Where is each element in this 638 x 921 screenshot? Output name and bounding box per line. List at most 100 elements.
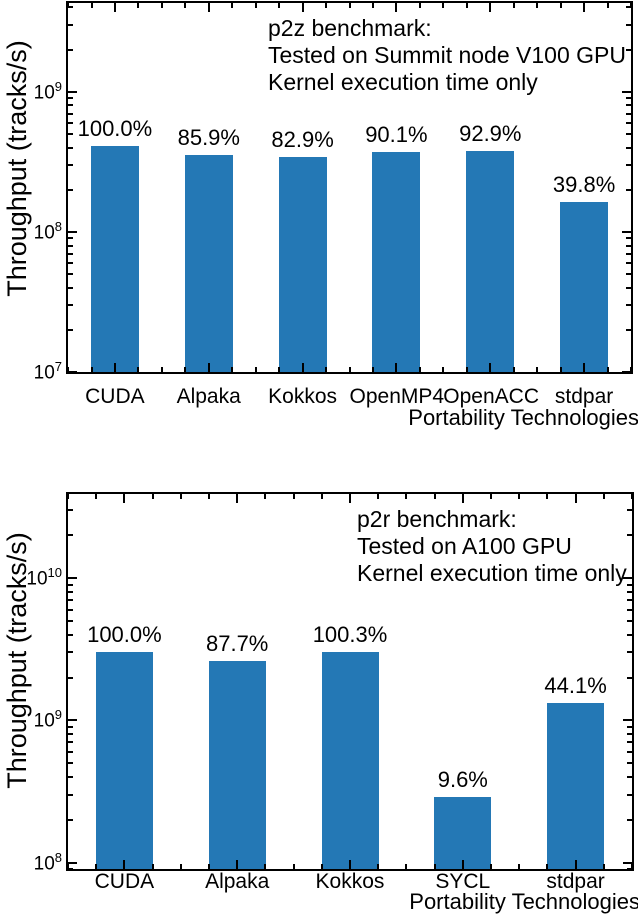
y-tick (68, 590, 73, 593)
y-tick (68, 244, 73, 247)
y-tick (626, 23, 631, 26)
x-tick (372, 367, 374, 372)
x-tick (574, 494, 577, 503)
y-tick (68, 741, 73, 744)
annotation-line: Kernel execution time only (268, 69, 538, 95)
bar-SYCL (434, 797, 492, 869)
y-tick-label: 1010 (0, 566, 62, 588)
y-tick (68, 90, 77, 93)
category-label: SYCL (435, 870, 491, 893)
x-tick (67, 367, 69, 372)
y-tick (627, 509, 632, 512)
y-axis-title-text: Throughput (tracks/s) (1, 39, 32, 297)
x-tick (184, 367, 187, 372)
y-tick-label: 109 (0, 708, 62, 730)
y-tick (627, 590, 632, 593)
y-tick (626, 132, 631, 135)
x-tick (405, 494, 408, 499)
bar-value-label: 100.0% (77, 116, 153, 141)
x-tick (465, 3, 468, 8)
y-tick-mantissa: 10 (33, 852, 55, 874)
y-tick (627, 818, 632, 821)
bar-CUDA (95, 652, 153, 869)
y-tick (626, 237, 631, 240)
x-tick (264, 494, 267, 499)
y-tick (68, 188, 73, 191)
annotation-line: Tested on A100 GPU (357, 533, 572, 559)
y-tick (68, 328, 73, 331)
x-tick (95, 864, 98, 869)
y-tick-mantissa: 10 (33, 82, 55, 104)
y-tick (627, 741, 632, 744)
x-tick (442, 3, 445, 8)
x-tick (320, 494, 323, 499)
x-tick (278, 3, 281, 8)
y-tick (68, 146, 73, 149)
x-tick-labels: CUDA Alpaka Kokkos OpenMP4 OpenACC stdpar (68, 386, 631, 410)
annotation-line: p2r benchmark: (357, 506, 517, 532)
category-label: stdpar (546, 870, 605, 893)
x-tick (489, 363, 492, 372)
y-tick (68, 599, 73, 602)
y-tick (626, 328, 631, 331)
y-tick (68, 733, 73, 736)
x-tick (395, 3, 398, 12)
y-tick (68, 262, 73, 264)
annotation-line: Kernel execution time only (357, 560, 627, 586)
x-tick (418, 367, 421, 372)
y-axis-title: Throughput (tracks/s) (0, 492, 34, 828)
y-tick (68, 237, 73, 240)
y-tick (68, 304, 73, 307)
x-tick (179, 494, 182, 499)
x-tick (349, 494, 351, 503)
x-tick (67, 494, 69, 499)
y-tick-label: 109 (0, 80, 62, 102)
x-tick (372, 3, 374, 8)
y-tick (623, 861, 632, 864)
y-tick (623, 719, 632, 722)
y-tick (627, 651, 632, 654)
y-tick (68, 252, 73, 255)
y-tick (626, 104, 631, 107)
x-axis-title: Portability Technologies (409, 889, 638, 914)
bar-Alpaka (208, 660, 266, 869)
y-tick (626, 286, 631, 289)
y-tick-label: 108 (0, 851, 62, 873)
x-tick (490, 864, 492, 869)
x-tick (489, 3, 492, 12)
y-tick (626, 188, 631, 191)
y-tick (626, 112, 631, 115)
category-label: OpenMP4 (349, 385, 445, 408)
y-tick-exponent: 9 (54, 78, 62, 94)
x-tick (113, 3, 116, 12)
x-tick (461, 860, 464, 869)
x-tick (405, 864, 408, 869)
y-tick (626, 146, 631, 149)
y-tick (68, 371, 77, 373)
y-tick-exponent: 8 (54, 218, 62, 234)
x-tick (630, 367, 632, 372)
x-tick (512, 3, 515, 8)
y-tick (622, 230, 631, 233)
bar-value-label: 85.9% (177, 125, 240, 151)
y-tick (68, 676, 73, 679)
y-tick (626, 97, 631, 100)
x-tick (320, 864, 323, 869)
x-tick (67, 3, 69, 8)
y-tick (68, 534, 73, 537)
p2r-benchmark-chart: Throughput (tracks/s) p2r benchmark: Tes… (0, 470, 638, 921)
category-label: Kokkos (268, 385, 338, 408)
y-tick (622, 90, 631, 93)
x-tick (546, 864, 549, 869)
y-tick (68, 164, 73, 166)
y-tick (68, 112, 73, 115)
x-tick (208, 494, 210, 499)
y-tick (626, 304, 631, 307)
y-tick (68, 286, 73, 289)
category-label: stdpar (554, 385, 614, 408)
x-tick (137, 3, 140, 8)
x-tick (348, 367, 351, 372)
y-tick (627, 750, 632, 753)
x-tick (418, 3, 421, 8)
x-tick (583, 363, 586, 372)
